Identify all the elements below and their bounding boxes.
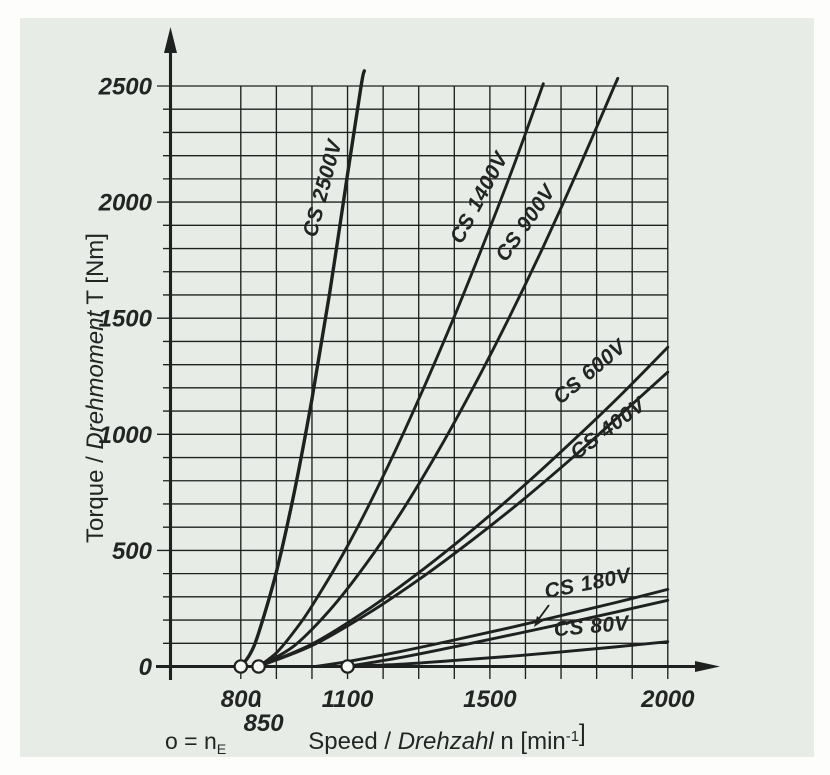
x-tick-label: 1100 [322,686,374,713]
y-tick-label: 0 [139,654,153,681]
leader-arrowhead [534,616,543,627]
label-part: Drehmoment [82,310,109,450]
engagement-marker [233,659,249,674]
curve-cs-80v [346,640,670,668]
y-tick-label: 1000 [99,422,153,449]
label-part: n [min [494,728,566,755]
y-tick-label: 1500 [99,306,153,333]
label-part: Drehzahl [398,728,495,755]
marker-legend: o = nE [165,728,226,758]
y-axis-arrowhead [164,27,177,53]
y-tick-label: 2000 [98,190,153,217]
label-part: ] [579,720,586,747]
curve-cs-400v [257,370,670,668]
x-tick-label-850: 850 [244,710,285,737]
engagement-markers [233,659,355,674]
y-tick-label: 2500 [98,74,153,101]
label-part: -1 [566,729,579,745]
grid [157,85,669,679]
y-axis-title: Torque / Drehmoment T [Nm] [82,233,109,543]
x-axis-arrowhead [695,661,720,672]
curve-cs-600v [257,345,670,668]
y-tick-label: 500 [112,538,153,565]
cs180v-leader-arrow [534,604,550,627]
x-tick-label: 2000 [640,686,695,713]
curve-cs-1400v [257,82,545,668]
x-tick-label: 1500 [463,686,517,713]
curve-cs-180v [346,598,670,668]
leader-line [537,604,550,621]
curve-cs-2500v [239,69,366,669]
engagement-marker [340,659,355,674]
label-part: T [Nm] [82,233,109,311]
curves [239,69,670,669]
tick-labels: 0 500 1000 1500 2000 2500 800 1100 1500 2000 850 [98,74,696,738]
x-axis-title: Speed / Drehzahl n [min-1] [308,720,585,755]
label-part: o = n [165,728,217,754]
engagement-marker [251,659,266,674]
label-part: Speed / [308,728,397,755]
label-part: Torque / [82,450,109,543]
label-part: E [217,742,227,758]
x-tick-label: 800 [221,686,262,713]
curve-cs-900v [257,76,620,668]
